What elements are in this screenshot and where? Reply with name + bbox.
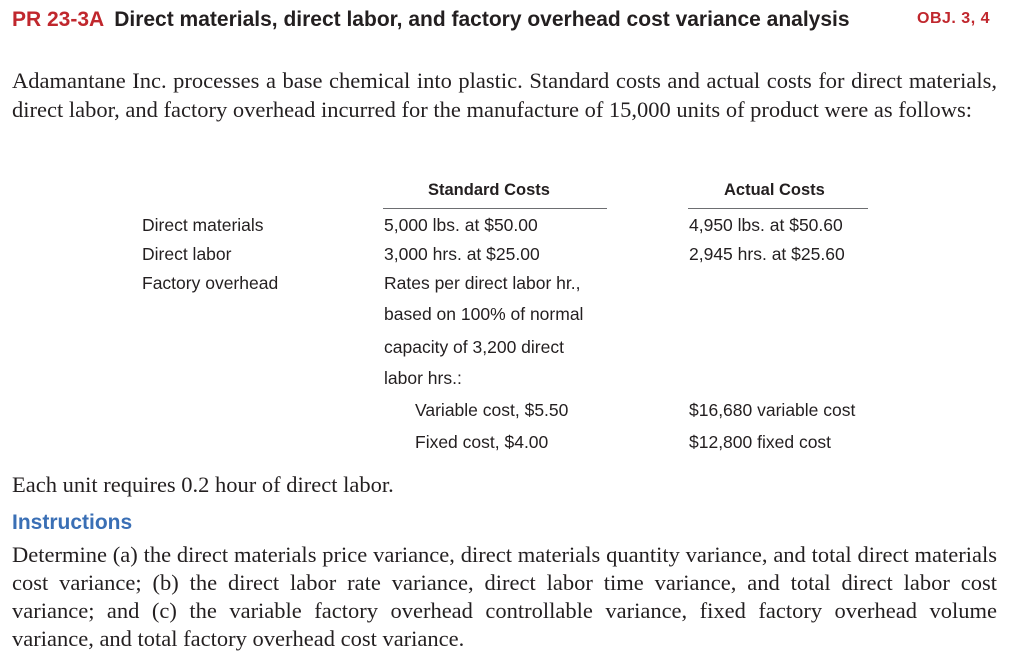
standard-variable-overhead: Variable cost, $5.50: [415, 400, 569, 420]
row-label-factory-overhead: Factory overhead: [142, 273, 279, 293]
row-label-direct-materials: Direct materials: [142, 215, 264, 235]
standard-fixed-overhead: Fixed cost, $4.00: [415, 432, 549, 452]
actual-variable-overhead: $16,680 variable cost: [689, 400, 856, 420]
instructions-text: Determine (a) the direct materials price…: [12, 542, 997, 651]
standard-direct-materials: 5,000 lbs. at $50.00: [384, 215, 538, 235]
row-label-direct-labor: Direct labor: [142, 244, 232, 264]
overhead-rate-line-4: labor hrs.:: [384, 368, 462, 388]
instructions-heading: Instructions: [12, 511, 133, 534]
overhead-rate-line-2: based on 100% of normal: [384, 304, 584, 324]
labor-note: Each unit requires 0.2 hour of direct la…: [12, 472, 394, 497]
problem-title: Direct materials, direct labor, and fact…: [114, 8, 850, 31]
overhead-rate-line-1: Rates per direct labor hr.,: [384, 273, 581, 293]
standard-direct-labor: 3,000 hrs. at $25.00: [384, 244, 540, 264]
intro-paragraph: Adamantane Inc. processes a base chemica…: [12, 68, 997, 122]
standard-header-rule: [383, 208, 607, 209]
actual-direct-materials: 4,950 lbs. at $50.60: [689, 215, 843, 235]
actual-fixed-overhead: $12,800 fixed cost: [689, 432, 832, 452]
actual-costs-header: Actual Costs: [724, 181, 825, 199]
overhead-rate-line-3: capacity of 3,200 direct: [384, 337, 564, 357]
problem-header: PR 23-3A Direct materials, direct labor, …: [12, 6, 1012, 34]
problem-id: PR 23-3A: [12, 8, 105, 31]
actual-header-rule: [688, 208, 868, 209]
standard-costs-header: Standard Costs: [428, 181, 550, 199]
actual-direct-labor: 2,945 hrs. at $25.60: [689, 244, 845, 264]
objectives-label: OBJ. 3, 4: [917, 10, 990, 27]
